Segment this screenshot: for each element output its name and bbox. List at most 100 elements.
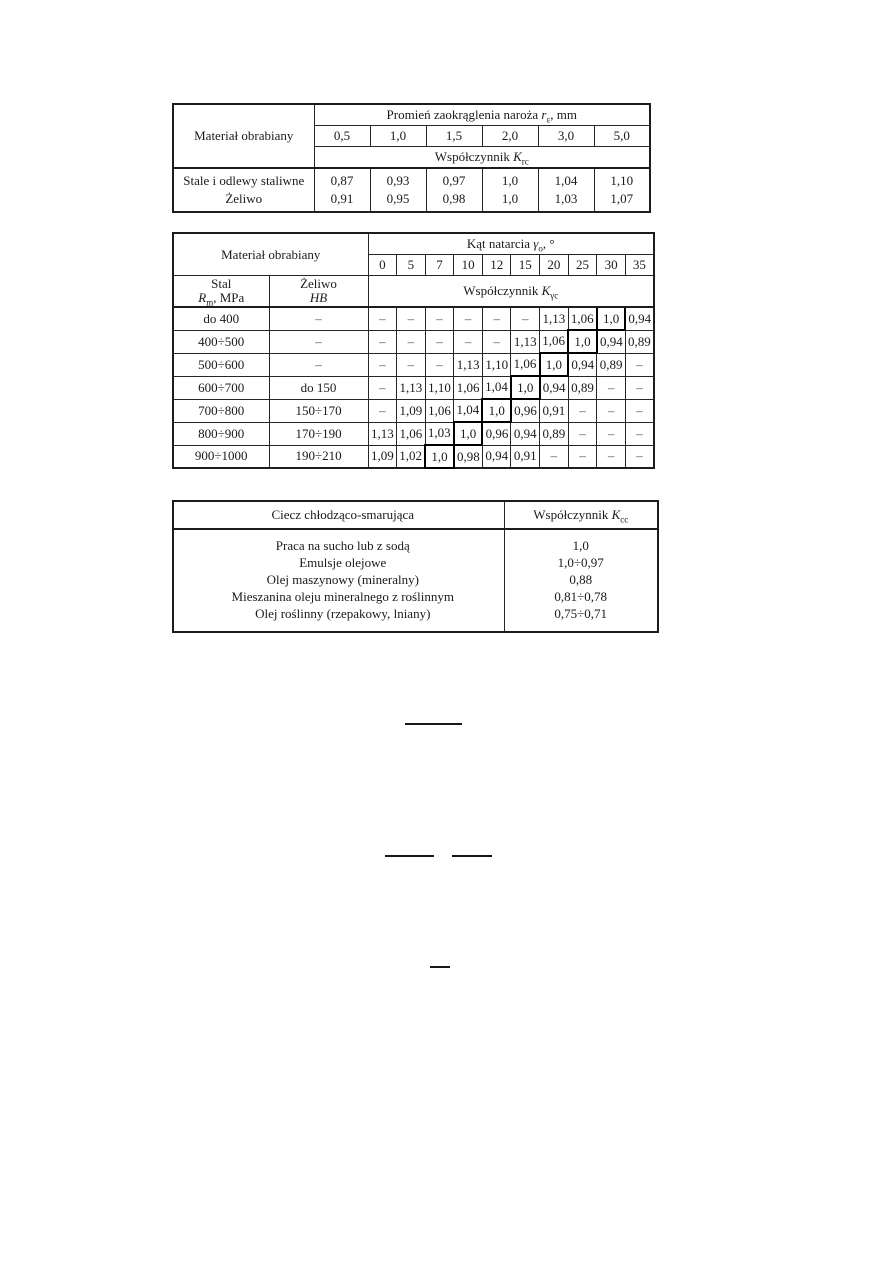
cast-iron-range-cell: do 150 [268,375,369,400]
value-cell: 0,91 [510,444,541,469]
value-cell: 0,95 [369,190,427,213]
value-cell: – [596,444,626,469]
value-cell: 1,0 [481,190,539,213]
table-row: 800÷900 170÷190 1,13 1,06 1,03 1,0 0,96 … [172,421,655,446]
steel-range-cell: 800÷900 [172,421,270,446]
value-cell: – [510,306,541,331]
radius-header-cell: Promień zaokrąglenia naroża rε, mm [313,103,651,126]
value-cell: 0,89 [567,375,598,400]
value-cell: – [624,398,655,423]
steel-range-cell: 500÷600 [172,352,270,377]
cast-iron-range-cell: 170÷190 [268,421,369,446]
table-row: 600÷700 do 150 – 1,13 1,10 1,06 1,04 1,0… [172,375,655,400]
value-cell: 0,91 [313,190,371,213]
angle-value-header: 15 [510,254,541,276]
value-cell: 1,06 [453,375,483,400]
radius-value-header: 5,0 [593,125,651,147]
table-row: Materiał obrabiany Promień zaokrąglenia … [172,103,651,169]
fraction-bar [452,855,492,857]
cast-iron-range-cell: – [268,306,369,331]
value-cell: 0,96 [510,398,541,423]
table-row: Praca na sucho lub z sodą 1,0 [172,528,659,554]
steel-range-cell: 600÷700 [172,375,270,400]
coefficient-header-cell: Współczynnik Kcc [503,500,659,530]
fluid-cell: Olej maszynowy (mineralny) [172,571,505,588]
value-cell: 0,75÷0,71 [503,605,659,633]
value-cell-boxed: 1,0 [452,421,484,446]
material-cell: Stale i odlewy staliwne [172,167,315,190]
table-row: Stal Rm, MPa Żeliwo HB Współczynnik Kγc [172,275,655,308]
fraction-bar [385,855,434,857]
value-cell: – [596,375,626,400]
table-row: 500÷600 – – – – 1,13 1,10 1,06 1,0 0,94 … [172,352,655,377]
table-rake-angle-coefficient: Materiał obrabiany Kąt natarcia γo, ° 0 … [172,232,655,469]
table-row: Stale i odlewy staliwne 0,87 0,93 0,97 1… [172,167,651,190]
steel-range-cell: 700÷800 [172,398,270,423]
table-row: Mieszanina oleju mineralnego z roślinnym… [172,588,659,605]
table-cutting-fluid-coefficient: Ciecz chłodząco-smarująca Współczynnik K… [172,500,659,633]
cast-iron-range-cell: 190÷210 [268,444,369,469]
steel-range-cell: 900÷1000 [172,444,270,469]
value-cell-boxed: 1,0 [481,398,512,423]
value-cell: – [596,398,626,423]
angle-value-header: 25 [567,254,598,276]
value-cell: – [624,421,655,446]
value-cell: – [396,306,426,331]
value-cell: 1,06 [396,421,426,446]
value-cell: 1,10 [424,375,455,400]
value-cell: 1,06 [567,306,598,331]
fluid-cell: Praca na sucho lub z sodą [172,528,505,554]
steel-header-cell: Stal Rm, MPa [172,275,270,308]
value-cell: – [453,329,483,354]
value-cell: – [539,444,569,469]
value-cell: 1,03 [424,421,455,446]
value-cell: 1,13 [539,306,569,331]
radius-value-header: 1,0 [369,125,427,147]
value-cell: 0,89 [596,352,626,377]
steel-range-cell: do 400 [172,306,270,331]
value-cell: 1,10 [593,167,651,190]
cast-iron-header-cell: Żeliwo HB [268,275,369,308]
value-cell: 0,89 [539,421,569,446]
value-cell: 0,81÷0,78 [503,588,659,605]
fraction-bar [430,966,450,968]
table-row: Żeliwo 0,91 0,95 0,98 1,0 1,03 1,07 [172,190,651,213]
value-cell-boxed: 1,0 [538,352,570,377]
material-header-cell: Materiał obrabiany [172,103,315,169]
value-cell: 0,89 [624,329,655,354]
table-row: Emulsje olejowe 1,0÷0,97 [172,554,659,571]
value-cell: 0,98 [453,444,483,469]
value-cell: 0,97 [425,167,483,190]
value-cell: 1,13 [510,329,541,354]
value-cell: – [424,306,455,331]
angle-value-header: 35 [624,254,655,276]
table-row: Olej maszynowy (mineralny) 0,88 [172,571,659,588]
value-cell: 0,94 [624,306,655,331]
table-row: 400÷500 – – – – – – 1,13 1,06 1,0 0,94 0… [172,329,655,354]
coefficient-header-cell: Współczynnik Krc [313,146,651,169]
fluid-cell: Emulsje olejowe [172,554,505,571]
value-cell: 1,04 [537,167,595,190]
angle-value-header: 5 [396,254,426,276]
value-cell: 1,13 [453,352,483,377]
value-cell: – [567,421,598,446]
fluid-cell: Olej roślinny (rzepakowy, lniany) [172,605,505,633]
value-cell: 1,02 [396,444,426,469]
value-cell: – [624,444,655,469]
table-corner-radius-coefficient: Materiał obrabiany Promień zaokrąglenia … [172,103,651,213]
value-cell: – [481,306,512,331]
rake-angle-header-cell: Kąt natarcia γo, ° [367,232,655,255]
value-cell: 1,13 [396,375,426,400]
table-row: Olej roślinny (rzepakowy, lniany) 0,75÷0… [172,605,659,633]
radius-value-header: 2,0 [481,125,539,147]
value-cell: 1,06 [424,398,455,423]
fluid-cell: Mieszanina oleju mineralnego z roślinnym [172,588,505,605]
value-cell: 1,04 [481,375,512,400]
value-cell: 1,03 [537,190,595,213]
steel-range-cell: 400÷500 [172,329,270,354]
value-cell: 0,91 [539,398,569,423]
value-cell: 0,93 [369,167,427,190]
coefficient-header-cell: Współczynnik Kγc [367,275,655,308]
value-cell-boxed: 1,0 [509,375,541,400]
radius-value-header: 0,5 [313,125,371,147]
